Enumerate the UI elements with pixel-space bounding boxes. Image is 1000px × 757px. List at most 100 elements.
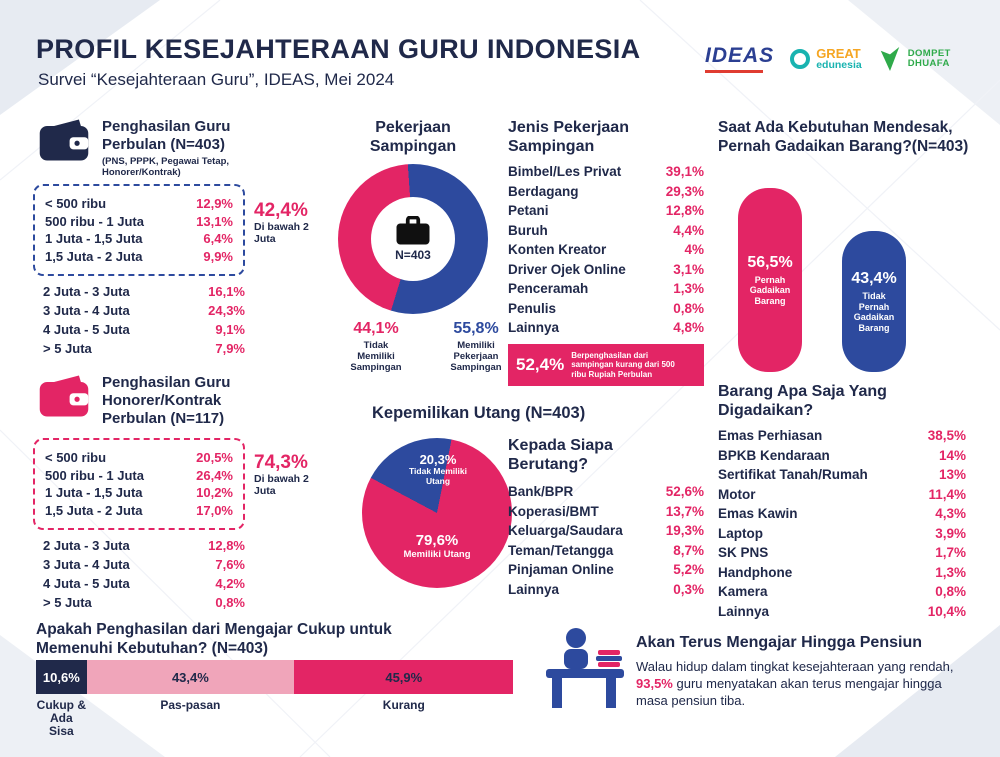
teacher-desk-icon xyxy=(540,626,628,717)
slice-label: Memiliki Pekerjaan Sampingan xyxy=(450,340,502,373)
great-edunesia-logo: GREAT edunesia xyxy=(790,47,862,71)
edunesia-logo-text: edunesia xyxy=(816,58,862,71)
sufficiency-bar: 10,6% 43,4% 45,9% xyxy=(36,660,514,694)
callout-value: 42,4% xyxy=(254,200,308,221)
bar-value: 43,4% xyxy=(851,270,897,287)
segment-value: 43,4% xyxy=(171,669,209,685)
item-value: 0,8% xyxy=(935,584,966,599)
item-value: 1,7% xyxy=(935,545,966,560)
item-label: Kamera xyxy=(718,584,768,599)
ideas-logo: IDEAS xyxy=(705,44,774,73)
income-row: > 5 Juta 0,8% xyxy=(43,595,245,610)
great-logo-text: GREAT xyxy=(816,45,861,61)
income-range-value: 24,3% xyxy=(208,303,245,318)
item-label: Emas Kawin xyxy=(718,506,798,521)
list-item: Koperasi/BMT 13,7% xyxy=(508,504,704,519)
income-honorer-callout: 74,3% Di bawah 2 Juta xyxy=(254,452,320,497)
income-row: 1,5 Juta - 2 Juta 9,9% xyxy=(45,249,233,264)
income-range-value: 7,6% xyxy=(215,557,245,572)
sufficiency-segment: 10,6% xyxy=(36,660,87,694)
item-value: 19,3% xyxy=(665,523,704,538)
item-label: Buruh xyxy=(508,222,548,238)
income-row: 500 ribu - 1 Juta 26,4% xyxy=(45,468,233,483)
segment-value: 45,9% xyxy=(385,669,423,685)
item-label: BPKB Kendaraan xyxy=(718,447,830,463)
callout-value: 74,3% xyxy=(254,452,308,473)
income-row: 3 Juta - 4 Juta 7,6% xyxy=(43,557,245,572)
segment-label: Pas-pasan xyxy=(160,698,221,712)
income-honorer-above-rows: 2 Juta - 3 Juta 12,8% 3 Juta - 4 Juta 7,6%… xyxy=(43,538,245,614)
list-item: Berdagang 29,3% xyxy=(508,184,704,199)
list-item: Lainnya 4,8% xyxy=(508,320,704,335)
list-item: BPKB Kendaraan 14% xyxy=(718,448,966,463)
list-item: SK PNS 1,7% xyxy=(718,545,966,560)
closing-text-before: Walau hidup dalam tingkat kesejahteraan … xyxy=(636,659,954,674)
item-value: 14% xyxy=(938,447,966,463)
list-item: Teman/Tetangga 8,7% xyxy=(508,543,704,558)
pawn-bar-no: 43,4% Tidak Pernah Gadaikan Barang xyxy=(842,231,906,372)
income-row: 4 Juta - 5 Juta 9,1% xyxy=(43,322,245,337)
dompet-dhuafa-logo: DOMPET DHUAFA xyxy=(878,46,951,72)
income-range-label: > 5 Juta xyxy=(43,341,92,356)
item-label: Laptop xyxy=(718,525,763,541)
income-range-value: 20,5% xyxy=(196,450,233,466)
item-label: Penulis xyxy=(508,300,557,316)
item-value: 3,9% xyxy=(935,525,966,541)
bar-label: Tidak Pernah Gadaikan Barang xyxy=(853,291,895,333)
list-item: Laptop 3,9% xyxy=(718,526,966,541)
item-value: 29,3% xyxy=(665,183,704,199)
item-label: Handphone xyxy=(718,564,793,580)
badge-value: 52,4% xyxy=(516,355,565,374)
side-job-yes-label: 55,8% Memiliki Pekerjaan Sampingan xyxy=(444,320,508,373)
income-all-subtitle: (PNS, PPPK, Pegawai Tetap, Honorer/Kontr… xyxy=(102,156,230,178)
closing-text: Walau hidup dalam tingkat kesejahteraan … xyxy=(636,658,966,709)
debt-title: Kepemilikan Utang (N=403) xyxy=(372,404,586,422)
list-item: Penulis 0,8% xyxy=(508,301,704,316)
income-range-label: 2 Juta - 3 Juta xyxy=(43,284,130,299)
wallet-icon xyxy=(36,372,92,425)
income-range-label: > 5 Juta xyxy=(43,595,92,610)
income-range-value: 16,1% xyxy=(208,284,245,299)
ideas-logo-accent xyxy=(705,70,763,73)
list-item: Konten Kreator 4% xyxy=(508,242,704,257)
item-label: Bank/BPR xyxy=(508,484,574,499)
item-label: Lainnya xyxy=(508,320,560,335)
income-range-label: 500 ribu - 1 Juta xyxy=(45,213,144,229)
item-value: 39,1% xyxy=(665,164,704,179)
ideas-logo-text: IDEAS xyxy=(705,44,775,67)
sufficiency-labels: Cukup & Ada Sisa Pas-pasan Kurang xyxy=(36,699,514,738)
income-row: 1,5 Juta - 2 Juta 17,0% xyxy=(45,503,233,518)
list-item: Driver Ojek Online 3,1% xyxy=(508,262,704,277)
closing-text-after: guru menyatakan akan terus mengajar hing… xyxy=(636,676,942,708)
side-job-donut-hole: N=403 xyxy=(371,197,455,281)
wallet-icon xyxy=(36,116,92,169)
income-row: > 5 Juta 7,9% xyxy=(43,341,245,356)
item-value: 4,3% xyxy=(935,506,966,521)
item-label: Teman/Tetangga xyxy=(508,542,614,558)
donut-center-label: N=403 xyxy=(395,248,431,262)
item-value: 3,1% xyxy=(673,261,704,277)
income-honorer-below-2jt-box: < 500 ribu 20,5% 500 ribu - 1 Juta 26,4% 1… xyxy=(33,438,245,530)
side-job-no-label: 44,1% Tidak Memiliki Sampingan xyxy=(344,320,408,373)
item-label: Emas Perhiasan xyxy=(718,428,823,443)
income-range-value: 26,4% xyxy=(196,467,233,483)
slice-label: Tidak Memiliki Sampingan xyxy=(350,340,402,373)
list-item: Keluarga/Saudara 19,3% xyxy=(508,523,704,538)
slice-value: 20,3% xyxy=(419,452,457,467)
income-range-label: 1,5 Juta - 2 Juta xyxy=(45,502,143,518)
logo-row: IDEAS GREAT edunesia DOMPET DHUAFA xyxy=(705,44,951,73)
item-label: Lainnya xyxy=(508,581,560,597)
item-label: Konten Kreator xyxy=(508,242,607,257)
item-value: 5,2% xyxy=(673,562,704,577)
bar-value: 56,5% xyxy=(747,253,793,271)
item-label: Berdagang xyxy=(508,183,579,199)
side-job-types-title: Jenis Pekerjaan Sampingan xyxy=(508,119,629,155)
list-item: Lainnya 10,4% xyxy=(718,604,966,619)
item-label: Koperasi/BMT xyxy=(508,503,599,519)
callout-label: Di bawah 2 Juta xyxy=(254,221,309,245)
segment-label: Cukup & Ada Sisa xyxy=(36,698,86,738)
pawned-items-list: Emas Perhiasan 38,5% BPKB Kendaraan 14% Se… xyxy=(718,428,966,623)
slice-value: 55,8% xyxy=(453,320,499,337)
income-range-label: 3 Juta - 4 Juta xyxy=(43,557,130,572)
